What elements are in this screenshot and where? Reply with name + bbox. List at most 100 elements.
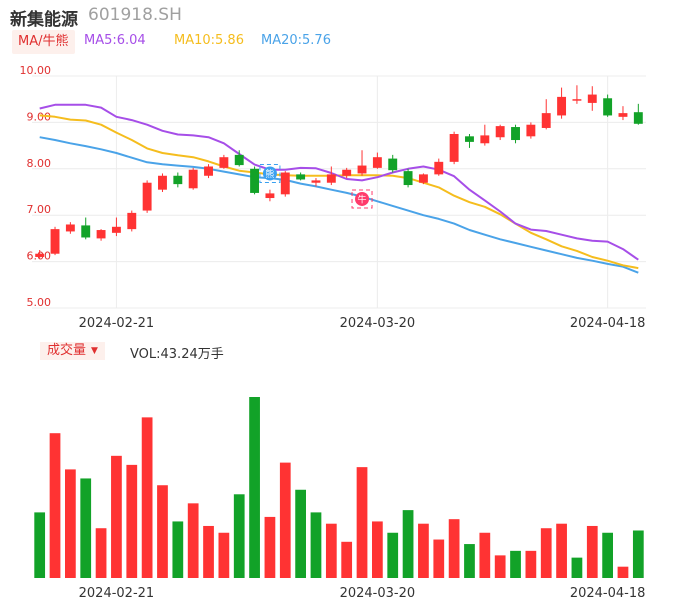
bull-marker-icon: 牛 [351,189,373,209]
candle-body [65,224,75,232]
candle-down [633,103,643,125]
volume-bar [402,510,414,578]
candle-up [434,158,444,176]
candle-up [526,122,536,139]
volume-bar [264,516,276,578]
ma5-line [39,103,639,261]
ma-indicator-selector[interactable]: MA/牛熊 [12,30,75,54]
candle-up [96,229,106,241]
marker-frame [259,163,281,183]
volume-bar [325,523,337,578]
candle-body [495,126,505,138]
volume-bar [249,397,260,578]
volume-bar [187,503,199,578]
candle-body [265,193,275,199]
volume-date-axis-label: 2024-03-20 [340,586,416,601]
marker-dot [355,191,370,206]
candle-body [388,158,398,171]
candle-up [342,167,352,179]
candle-body [234,154,244,166]
candle-body [434,161,444,175]
candle-body [372,157,382,168]
candle-down [403,168,413,188]
volume-bar [571,557,583,578]
candle-up [480,124,490,146]
candle-body [158,175,167,190]
volume-indicator-selector[interactable]: 成交量 ▼ [40,342,105,360]
volume-bar [387,532,399,578]
volume-bar [65,469,76,578]
candle-down [465,134,474,148]
volume-bar [356,467,368,578]
volume-bar [141,417,153,578]
volume-bar [448,519,460,578]
candle-body [526,124,536,137]
volume-bar [372,521,383,578]
candle-body [280,172,290,195]
candle-down [173,172,183,188]
candle-body [633,112,643,124]
candle-body [35,253,45,257]
candle-body [296,174,306,180]
candle-body [111,226,121,233]
candle-body [142,182,152,211]
volume-bar [586,525,598,578]
candle-up [65,222,75,234]
ma20-line [39,136,639,274]
candle-body [603,98,613,116]
price-axis-label: 5.00 [27,296,52,309]
dropdown-triangle-icon: ▼ [91,346,98,356]
candle-body [511,127,520,141]
candle-up [372,152,382,169]
candle-down [296,172,306,181]
candle-up [449,131,459,165]
volume-bar [218,532,230,578]
candle-up [158,173,167,192]
candle-up [35,250,45,259]
volume-bar [510,550,521,578]
volume-bar [433,539,445,578]
volume-date-axis-label: 2024-02-21 [79,586,155,601]
candle-up [587,86,597,111]
candle-down [81,217,91,240]
price-axis-label: 10.00 [20,64,52,77]
candle-body [219,157,229,168]
volume-bar [157,485,168,578]
volume-bar [494,555,506,578]
candle-down [603,94,613,117]
candle-up [280,171,290,197]
price-axis-label: 8.00 [27,157,52,170]
candle-body [541,113,551,128]
volume-value: VOL:43.24万手 [130,347,224,362]
date-axis-label: 2024-02-21 [79,316,155,331]
candle-up [188,167,198,190]
candle-body [403,171,413,186]
price-axis-label: 7.00 [27,203,52,216]
price-axis-label: 9.00 [27,110,52,123]
volume-bar [126,464,138,578]
candle-body [96,230,106,239]
volume-date-axis-label: 2024-04-18 [570,586,646,601]
marker-glyph: 牛 [358,193,367,205]
candle-up [219,154,229,169]
candle-up [357,150,367,176]
volume-bar [556,523,567,578]
candle-up [127,210,137,232]
candle-up [50,226,60,256]
candle-up [326,166,336,186]
candle-down [234,150,244,167]
date-axis-label: 2024-03-20 [340,316,416,331]
volume-bar [49,433,61,578]
candle-up [311,178,321,187]
volume-bar [233,494,245,578]
candle-up [265,189,275,202]
candle-body [173,175,183,185]
bear-marker-icon: 熊 [259,163,281,183]
volume-bar [341,541,353,578]
candle-body [449,134,459,162]
candle-up [142,180,152,213]
candle-up [572,85,582,104]
candle-body [342,169,352,176]
ma10-value: MA10:5.86 [174,33,244,48]
